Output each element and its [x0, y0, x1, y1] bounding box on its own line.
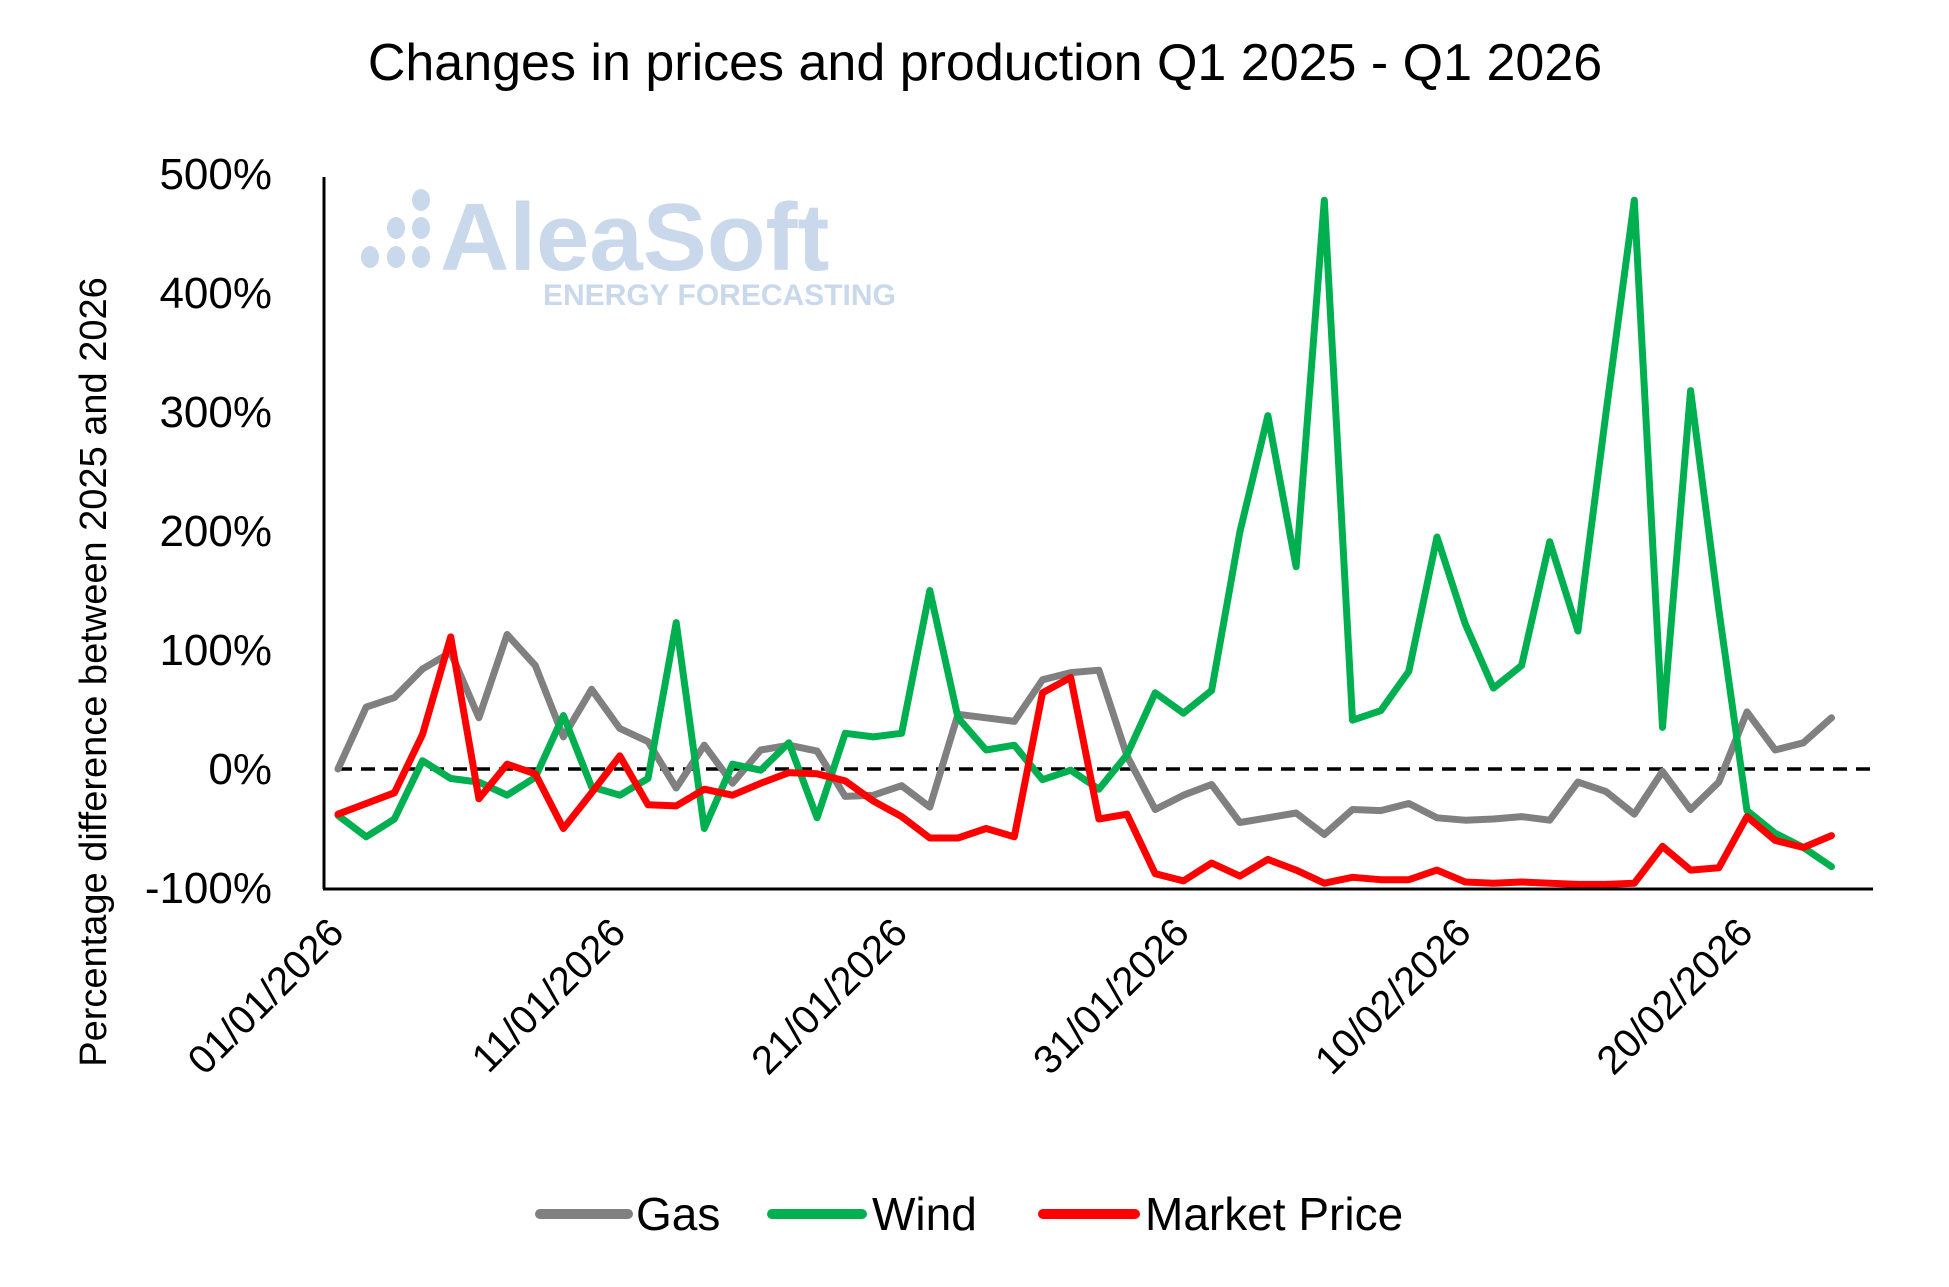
legend-item-market-price[interactable]: Market Price	[1038, 1188, 1403, 1240]
x-tick-label: 11/01/2026	[464, 910, 635, 1081]
chart-title: Changes in prices and production Q1 2025…	[368, 34, 1602, 92]
x-tick-label: 10/02/2026	[1307, 910, 1480, 1083]
series-group	[334, 196, 1835, 888]
x-tick-label: 31/01/2026	[1025, 910, 1198, 1083]
x-axis-ticks: 01/01/2026 11/01/2026 21/01/2026 31/01/2026…	[180, 910, 1762, 1083]
y-tick-label: 0%	[208, 745, 272, 794]
legend-label-wind: Wind	[872, 1188, 977, 1240]
y-axis-ticks: 500% 400% 300% 200% 100% 0% -100%	[145, 150, 272, 913]
y-tick-label: 300%	[159, 388, 272, 437]
y-tick-label: 100%	[159, 626, 272, 675]
y-axis-title: Percentage difference between 2025 and 2…	[73, 277, 115, 1066]
legend-item-gas[interactable]: Gas	[535, 1188, 720, 1240]
legend-item-wind[interactable]: Wind	[767, 1188, 977, 1240]
series-line-gas	[334, 631, 1835, 838]
series-line-wind	[334, 196, 1835, 871]
x-tick-label: 21/01/2026	[743, 910, 916, 1083]
y-tick-label: -100%	[145, 864, 272, 913]
legend: Gas Wind Market Price	[535, 1188, 1403, 1240]
watermark-brand: AleaSoft	[440, 184, 829, 291]
aleasoft-watermark: AleaSoft ENERGY FORECASTING	[361, 184, 896, 312]
legend-label-gas: Gas	[636, 1188, 720, 1240]
legend-label-market-price: Market Price	[1145, 1188, 1403, 1240]
x-tick-label: 20/02/2026	[1589, 910, 1762, 1083]
y-tick-label: 200%	[159, 507, 272, 556]
aleasoft-logo-dots-icon	[361, 189, 430, 268]
y-tick-label: 400%	[159, 269, 272, 318]
series-line-market-price	[334, 633, 1835, 888]
x-tick-label: 01/01/2026	[180, 910, 353, 1083]
watermark-tagline: ENERGY FORECASTING	[543, 279, 896, 312]
y-tick-label: 500%	[159, 150, 272, 199]
